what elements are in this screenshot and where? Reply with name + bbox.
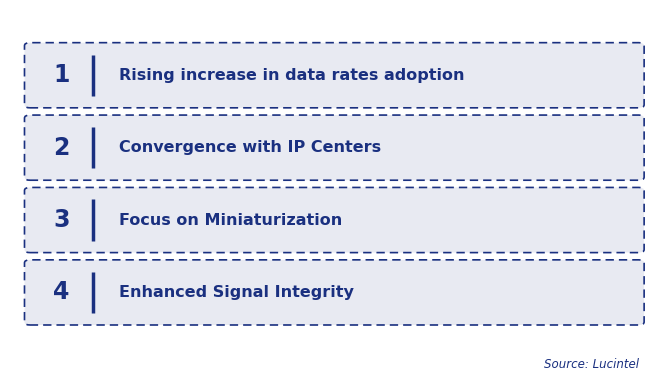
Text: Source: Lucintel: Source: Lucintel xyxy=(544,359,639,371)
Text: Focus on Miniaturization: Focus on Miniaturization xyxy=(119,213,342,227)
Text: 4: 4 xyxy=(54,280,70,304)
FancyBboxPatch shape xyxy=(24,43,644,108)
FancyBboxPatch shape xyxy=(24,260,644,325)
FancyBboxPatch shape xyxy=(24,187,644,253)
Text: Convergence with IP Centers: Convergence with IP Centers xyxy=(119,140,381,155)
Text: Enhanced Signal Integrity: Enhanced Signal Integrity xyxy=(119,285,354,300)
Text: 1: 1 xyxy=(54,63,70,87)
FancyBboxPatch shape xyxy=(24,115,644,180)
Text: 3: 3 xyxy=(54,208,70,232)
Text: Rising increase in data rates adoption: Rising increase in data rates adoption xyxy=(119,68,465,83)
Text: 2: 2 xyxy=(54,136,70,160)
